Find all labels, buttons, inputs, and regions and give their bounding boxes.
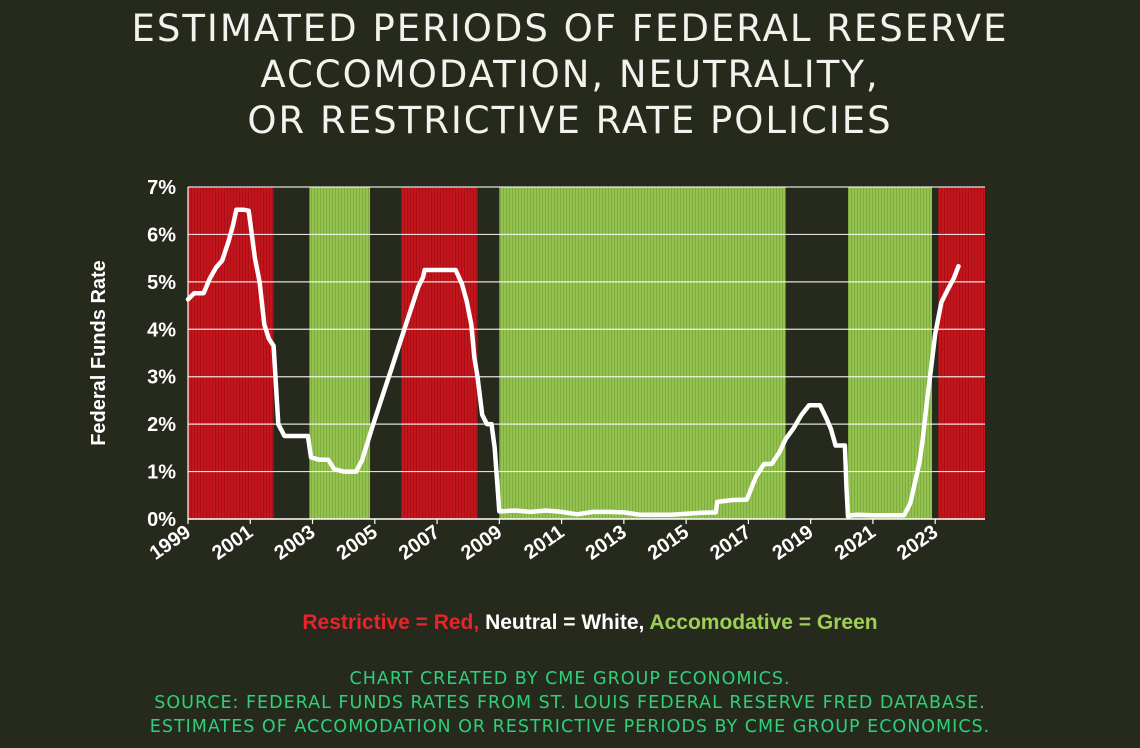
x-tick-label-2005: 2005 [333, 521, 382, 565]
title-line-1: ESTIMATED PERIODS OF FEDERAL RESERVE [131, 7, 1009, 50]
y-tick-label-0: 0% [147, 509, 176, 531]
legend-restrictive: Restrictive = Red, [302, 611, 480, 634]
x-tick-label-2011: 2011 [520, 521, 568, 564]
period-band-neutral-1 [273, 187, 310, 519]
y-axis-label: Federal Funds Rate [88, 260, 110, 446]
credit-line-1: CHART CREATED BY CME GROUP ECONOMICS. [349, 669, 791, 689]
x-tick-label-2017: 2017 [706, 521, 755, 565]
legend-accomodative: Accomodative = Green [649, 611, 878, 634]
y-tick-label-2: 2% [147, 414, 176, 436]
x-tick-label-2003: 2003 [270, 521, 319, 565]
credits: CHART CREATED BY CME GROUP ECONOMICS. SO… [0, 667, 1140, 739]
credit-line-3: ESTIMATES OF ACCOMODATION OR RESTRICTIVE… [149, 717, 991, 737]
title-line-2: ACCOMODATION, NEUTRALITY, [260, 53, 880, 96]
period-band-accomodative-6 [499, 187, 786, 519]
x-tick-label-2009: 2009 [457, 521, 506, 565]
chart-title: ESTIMATED PERIODS OF FEDERAL RESERVE ACC… [0, 6, 1140, 144]
y-tick-label-7: 7% [147, 177, 176, 199]
x-tick-label-2001: 2001 [208, 521, 257, 565]
series-group [185, 207, 961, 519]
period-band-restrictive-10 [938, 187, 985, 519]
y-tick-label-1: 1% [147, 462, 176, 484]
x-tick-label-2021: 2021 [831, 521, 880, 565]
policy-bands [188, 187, 985, 519]
x-tick-label-2015: 2015 [644, 521, 693, 565]
period-band-restrictive-4 [401, 187, 478, 519]
x-tick-label-2013: 2013 [582, 521, 631, 565]
y-tick-label-3: 3% [147, 367, 176, 389]
period-band-neutral-9 [932, 187, 939, 519]
y-tick-label-4: 4% [147, 319, 176, 341]
legend: Restrictive = Red, Neutral = White, Acco… [0, 611, 1140, 635]
y-tick-label-6: 6% [147, 224, 176, 246]
title-line-3: OR RESTRICTIVE RATE POLICIES [247, 99, 893, 142]
gridlines [187, 186, 985, 520]
legend-neutral: Neutral = White, [485, 611, 645, 634]
x-tick-labels: 1999 2001 2003 2005 2007 2009 2011 2013 2015 2017… [146, 519, 942, 565]
rate-policy-chart: 0%1%2%3%4%5%6%7% 1999 2001 2003 2005 2007 200… [88, 177, 985, 565]
x-tick-label-2007: 2007 [395, 521, 444, 565]
x-tick-label-2019: 2019 [768, 521, 817, 565]
period-band-neutral-7 [785, 187, 849, 519]
y-tick-label-5: 5% [147, 272, 176, 294]
y-tick-labels: 0% 1% 2% 3% 4% 5% 6% 7% [147, 177, 176, 531]
series-line-0 [185, 207, 961, 519]
x-tick-label-2023: 2023 [893, 521, 942, 565]
period-band-restrictive-0 [188, 187, 274, 519]
credit-line-2: SOURCE: FEDERAL FUNDS RATES FROM ST. LOU… [154, 693, 986, 713]
